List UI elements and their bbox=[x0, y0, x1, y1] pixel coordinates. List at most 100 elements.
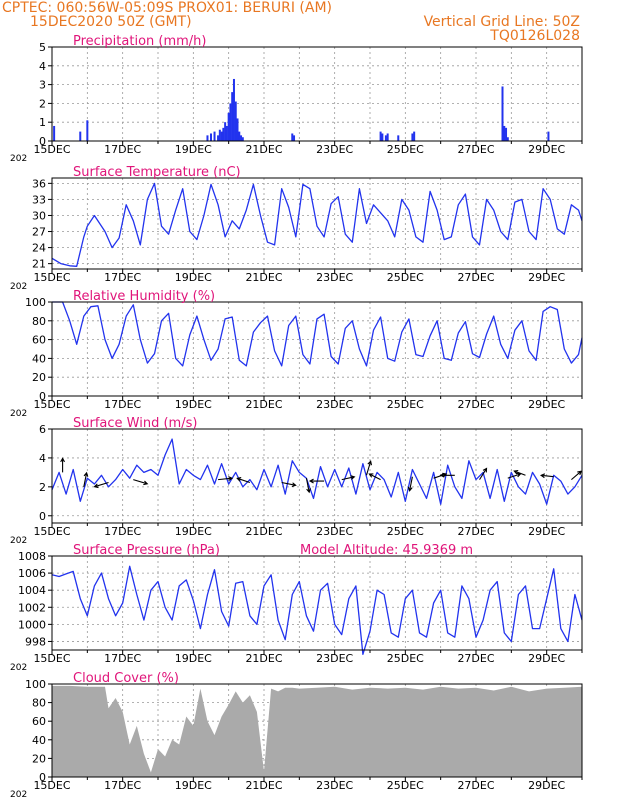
x-tick-label: 23DEC bbox=[316, 525, 353, 538]
y-tick-label: 2 bbox=[39, 97, 46, 110]
x-year-label: 202 bbox=[10, 536, 27, 546]
precip-bar bbox=[218, 129, 221, 141]
y-tick-label: 40 bbox=[32, 352, 46, 365]
y-tick-label: 24 bbox=[32, 242, 46, 255]
precip-bar bbox=[86, 120, 89, 141]
panel-6: 0 20 40 60 80 100 15DEC 17DEC 19DEC 21DEC 23DEC 25D… bbox=[10, 671, 583, 800]
panel-4: 0 2 4 6 15DEC 17DEC 19DEC 21DEC 23DEC 25DEC 27DEC 2… bbox=[10, 416, 583, 546]
panel-title: Precipitation (mm/h) bbox=[73, 34, 206, 49]
panel-title: Cloud Cover (%) bbox=[73, 671, 179, 686]
panel-2: 21 24 27 30 33 36 15DEC 17DEC 19DEC 21DEC 23DEC 25D… bbox=[10, 165, 583, 292]
wind-vector bbox=[218, 476, 234, 481]
panel-frame bbox=[51, 301, 583, 397]
x-tick-label: 29DEC bbox=[528, 525, 565, 538]
x-tick-label: 15DEC bbox=[33, 525, 70, 538]
y-tick-label: 100 bbox=[25, 678, 46, 691]
x-tick-label: 27DEC bbox=[457, 652, 494, 665]
precip-bar bbox=[379, 131, 382, 141]
precip-bar bbox=[220, 131, 223, 141]
wind-vector bbox=[571, 470, 583, 481]
y-tick-label: 0 bbox=[39, 390, 46, 403]
precip-bar bbox=[206, 135, 209, 141]
wind-vector bbox=[539, 473, 554, 479]
precip-bar bbox=[229, 103, 232, 141]
x-tick-label: 27DEC bbox=[457, 398, 494, 411]
precip-bar bbox=[227, 112, 230, 141]
header-run-time: 15DEC2020 50Z (GMT) bbox=[30, 14, 192, 30]
x-tick-label: 17DEC bbox=[104, 271, 141, 284]
wind-vector bbox=[439, 472, 455, 478]
y-tick-label: 4 bbox=[39, 452, 46, 465]
header-grid-note: Vertical Grid Line: 50Z bbox=[423, 14, 580, 30]
y-tick-label: 27 bbox=[32, 226, 46, 239]
precip-bar bbox=[225, 125, 228, 141]
header-location: CPTEC: 060:56W-05:09S PROX01: BERURI (AM… bbox=[2, 0, 332, 16]
precip-bar bbox=[381, 133, 384, 141]
x-year-label: 202 bbox=[10, 790, 27, 800]
precip-bar bbox=[291, 133, 294, 141]
wind-vector bbox=[83, 471, 89, 487]
panel-title: Surface Pressure (hPa) bbox=[73, 543, 220, 558]
precip-bar bbox=[236, 118, 239, 141]
y-tick-label: 0 bbox=[39, 135, 46, 148]
y-tick-label: 20 bbox=[32, 371, 46, 384]
x-tick-label: 19DEC bbox=[175, 652, 212, 665]
panel-annotation: Model Altitude: 45.9369 m bbox=[300, 543, 473, 558]
x-tick-label: 27DEC bbox=[457, 525, 494, 538]
x-tick-label: 21DEC bbox=[245, 652, 282, 665]
wind-vector bbox=[281, 481, 297, 488]
y-tick-label: 1002 bbox=[18, 601, 46, 614]
y-tick-label: 100 bbox=[25, 296, 46, 309]
precip-bar bbox=[241, 137, 244, 141]
y-tick-label: 36 bbox=[32, 177, 46, 190]
x-tick-label: 23DEC bbox=[316, 652, 353, 665]
x-tick-label: 27DEC bbox=[457, 271, 494, 284]
precip-bar bbox=[293, 135, 296, 141]
y-tick-label: 20 bbox=[32, 752, 46, 765]
x-tick-label: 29DEC bbox=[528, 398, 565, 411]
x-tick-label: 19DEC bbox=[175, 398, 212, 411]
wind-vector bbox=[407, 476, 413, 492]
y-tick-label: 60 bbox=[32, 715, 46, 728]
precip-bar bbox=[506, 137, 509, 141]
series-line bbox=[51, 438, 583, 505]
x-tick-label: 25DEC bbox=[387, 652, 424, 665]
y-tick-label: 40 bbox=[32, 734, 46, 747]
precip-bar bbox=[210, 133, 212, 141]
x-tick-label: 15DEC bbox=[33, 779, 70, 792]
x-tick-label: 27DEC bbox=[457, 779, 494, 792]
precip-bar bbox=[240, 135, 243, 141]
precip-bar bbox=[411, 133, 414, 141]
precip-bar bbox=[222, 127, 225, 141]
wind-vector bbox=[308, 478, 325, 484]
panel-5: 998 1000 1002 1004 1006 1008 15DEC 17DEC 19DEC 21… bbox=[10, 543, 583, 673]
precip-bar bbox=[386, 133, 389, 141]
x-tick-label: 15DEC bbox=[33, 271, 70, 284]
x-tick-label: 19DEC bbox=[175, 779, 212, 792]
y-tick-label: 998 bbox=[25, 635, 46, 648]
y-tick-label: 5 bbox=[39, 41, 46, 54]
wind-vector bbox=[507, 472, 522, 479]
x-tick-label: 15DEC bbox=[33, 652, 70, 665]
y-tick-label: 80 bbox=[32, 315, 46, 328]
precip-bar bbox=[232, 78, 235, 141]
x-year-label: 202 bbox=[10, 154, 27, 164]
x-tick-label: 21DEC bbox=[245, 271, 282, 284]
x-year-label: 202 bbox=[10, 409, 27, 419]
panel-title: Surface Temperature (nC) bbox=[73, 165, 241, 180]
wind-vector bbox=[479, 467, 488, 480]
x-tick-label: 23DEC bbox=[316, 779, 353, 792]
series-line bbox=[51, 182, 583, 267]
x-tick-label: 15DEC bbox=[33, 143, 70, 156]
y-tick-label: 21 bbox=[32, 258, 46, 271]
y-tick-label: 60 bbox=[32, 334, 46, 347]
x-tick-label: 17DEC bbox=[104, 398, 141, 411]
y-tick-label: 1000 bbox=[18, 618, 46, 631]
panel-3: 0 20 40 60 80 100 15DEC 17DEC 19DEC 21DEC 23DEC 25D… bbox=[10, 289, 583, 419]
y-tick-label: 4 bbox=[39, 60, 46, 73]
x-tick-label: 29DEC bbox=[528, 779, 565, 792]
panel-frame bbox=[51, 177, 583, 270]
x-tick-label: 19DEC bbox=[175, 271, 212, 284]
y-tick-label: 6 bbox=[39, 423, 46, 436]
